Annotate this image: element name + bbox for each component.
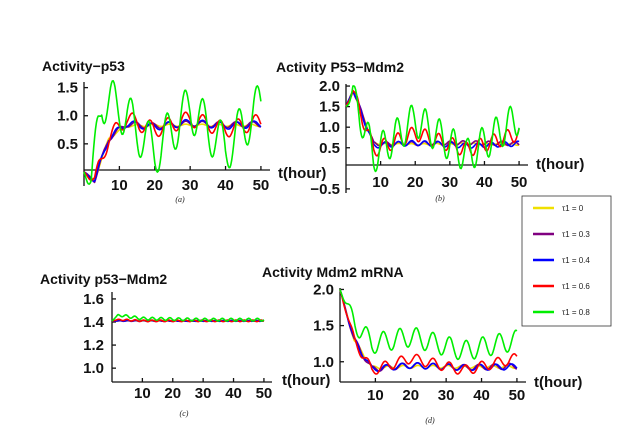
y-tick-label: 2.0	[313, 281, 334, 298]
y-tick-label: 1.0	[319, 119, 340, 136]
panel-d-xlabel-left: t(hour)	[282, 372, 330, 389]
panel-d-caption: (d)	[425, 416, 435, 425]
series-line-t03	[339, 289, 518, 372]
x-tick-label: 30	[438, 387, 455, 404]
legend-label-t04: τ1 = 0.4	[562, 256, 590, 265]
series-line-t06	[339, 289, 518, 375]
series-line-t08	[111, 313, 265, 322]
x-tick-label: 50	[253, 177, 270, 194]
x-tick-label: 10	[372, 174, 389, 191]
x-tick-label: 20	[402, 387, 419, 404]
series-line-t06	[111, 318, 265, 323]
y-tick-label: 1.5	[57, 80, 78, 97]
y-tick-label: 1.4	[83, 314, 105, 331]
series-line-t04	[339, 289, 518, 373]
panel-b: Activity P53−Mdm2 t(hour) (b) 10 20 30 40 50…	[276, 59, 584, 203]
x-tick-label: 20	[407, 174, 424, 191]
panel-c-title: Activity p53−Mdm2	[40, 271, 167, 287]
panel-a-title: Activity−p53	[42, 58, 125, 74]
legend-label-t06: τ1 = 0.6	[562, 282, 590, 291]
panel-a: Activity−p53 t(hour) (a) 10 20 30 40 50 0.5 1.…	[42, 58, 326, 204]
panel-b-xlabel: t(hour)	[536, 156, 584, 173]
x-tick-label: 40	[217, 177, 234, 194]
panel-c-caption: (c)	[180, 409, 189, 418]
x-tick-label: 20	[164, 385, 181, 402]
panel-b-caption: (b)	[435, 194, 445, 203]
x-tick-label: 30	[442, 174, 459, 191]
y-tick-label: 2.0	[319, 78, 340, 95]
series-line-t06	[345, 89, 520, 157]
x-tick-label: 40	[225, 385, 242, 402]
legend-label-t0: τ1 = 0	[562, 204, 584, 213]
y-tick-label: 1.0	[57, 108, 78, 125]
series-line-t04	[83, 118, 262, 183]
y-tick-label: 1.6	[83, 291, 104, 308]
series-line-t08	[83, 80, 262, 185]
series-line-t0	[339, 289, 518, 370]
x-tick-label: 40	[476, 174, 493, 191]
y-tick-label: 0.5	[319, 140, 340, 157]
x-tick-label: 50	[509, 387, 526, 404]
panel-a-xlabel: t(hour)	[278, 165, 326, 182]
x-tick-label: 10	[111, 177, 128, 194]
x-tick-label: 30	[182, 177, 199, 194]
panel-d-title: Activity Mdm2 mRNA	[262, 264, 404, 280]
panel-b-title: Activity P53−Mdm2	[276, 59, 404, 75]
y-tick-label: −0.5	[310, 181, 340, 198]
series-line-t08	[339, 289, 518, 361]
legend-label-t03: τ1 = 0.3	[562, 230, 590, 239]
x-tick-label: 20	[146, 177, 163, 194]
y-tick-label: 1.2	[83, 337, 104, 354]
series-line-t08	[345, 85, 520, 173]
y-tick-label: 1.5	[319, 99, 340, 116]
y-tick-label: 1.0	[83, 360, 104, 377]
x-tick-label: 50	[256, 385, 273, 402]
y-tick-label: 1.0	[313, 354, 334, 371]
y-tick-label: 0.5	[57, 136, 78, 153]
x-tick-label: 50	[511, 174, 528, 191]
panel-d-xlabel: t(hour)	[534, 374, 582, 391]
panel-d: Activity Mdm2 mRNA t(hour) t(hour) (d) 1…	[262, 264, 582, 425]
series-line-t06	[83, 111, 262, 181]
panel-a-caption: (a)	[175, 195, 185, 204]
x-tick-label: 30	[195, 385, 212, 402]
y-tick-label: 1.5	[313, 318, 334, 335]
x-tick-label: 40	[473, 387, 490, 404]
panel-c: Activity p53−Mdm2 (c) 10 20 30 40 50 1.0 1.2 1.…	[40, 271, 272, 418]
legend: τ1 = 0 τ1 = 0.3 τ1 = 0.4 τ1 = 0.6 τ1 = 0.8	[521, 195, 612, 327]
legend-label-t08: τ1 = 0.8	[562, 308, 590, 317]
x-tick-label: 10	[367, 387, 384, 404]
x-tick-label: 10	[134, 385, 151, 402]
series-line-t03	[83, 120, 262, 184]
